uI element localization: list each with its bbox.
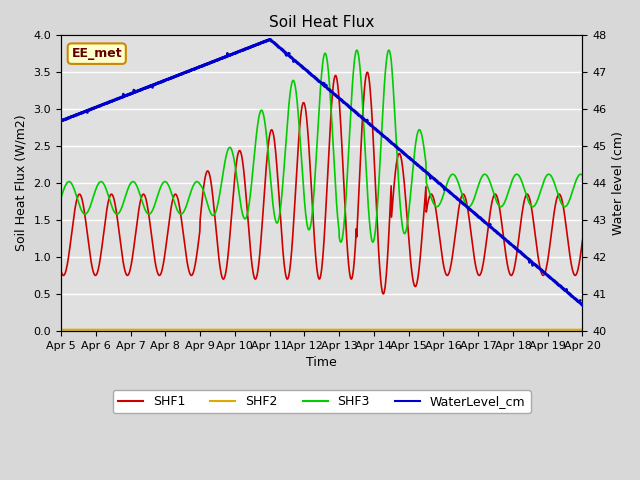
Y-axis label: Water level (cm): Water level (cm) bbox=[612, 131, 625, 235]
Text: EE_met: EE_met bbox=[72, 47, 122, 60]
X-axis label: Time: Time bbox=[307, 356, 337, 369]
Y-axis label: Soil Heat Flux (W/m2): Soil Heat Flux (W/m2) bbox=[15, 115, 28, 252]
Title: Soil Heat Flux: Soil Heat Flux bbox=[269, 15, 374, 30]
Legend: SHF1, SHF2, SHF3, WaterLevel_cm: SHF1, SHF2, SHF3, WaterLevel_cm bbox=[113, 390, 531, 413]
